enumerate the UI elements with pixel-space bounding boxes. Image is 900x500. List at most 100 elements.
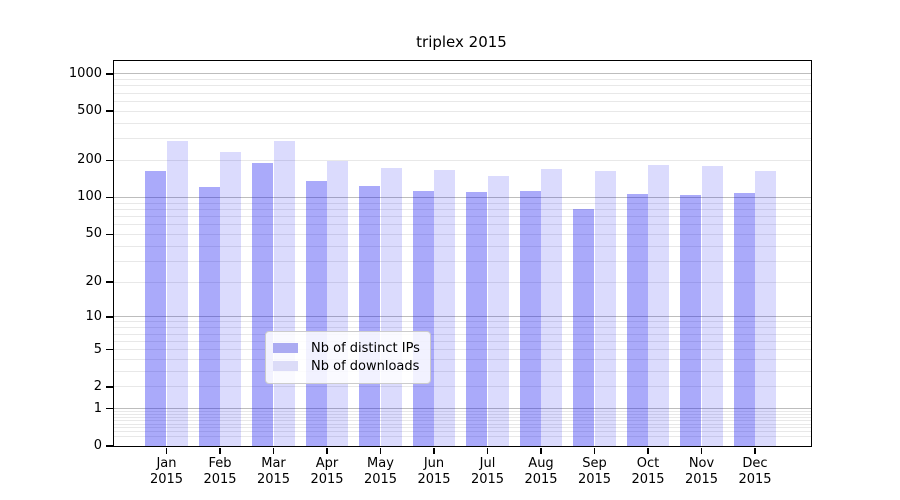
x-axis-tick — [700, 447, 703, 454]
x-axis-tick-label: Sep 2015 — [577, 456, 612, 487]
bar-distinct-ips-sep — [573, 208, 595, 446]
x-axis-tick-label: Mar 2015 — [256, 456, 291, 487]
gridline-minor — [114, 349, 811, 350]
gridline-major — [114, 408, 811, 410]
bar-downloads-dec — [755, 170, 777, 446]
y-axis-tick-label: 10 — [85, 308, 102, 324]
legend-item-distinct-ips: Nb of distinct IPs — [273, 340, 420, 356]
y-axis-tick — [106, 445, 113, 447]
y-axis-tick — [106, 316, 113, 318]
gridline-minor — [114, 85, 811, 87]
gridline-major — [114, 316, 811, 318]
y-axis-tick — [106, 348, 113, 351]
bar-downloads-apr — [327, 160, 349, 446]
bar-distinct-ips-jul — [466, 192, 488, 446]
y-axis-tick — [106, 233, 113, 235]
legend-label-downloads: Nb of downloads — [311, 358, 420, 374]
x-axis-tick-label: Apr 2015 — [310, 456, 344, 487]
gridline-minor — [114, 79, 811, 81]
gridline-minor — [114, 333, 811, 335]
gridline-minor — [114, 122, 811, 124]
y-axis-tick-label: 100 — [77, 189, 102, 205]
legend: Nb of distinct IPs Nb of downloads — [265, 331, 431, 384]
x-axis-tick-label: Jun 2015 — [417, 456, 451, 487]
x-axis-tick — [326, 447, 328, 454]
x-axis-tick — [272, 447, 275, 454]
legend-label-distinct-ips: Nb of distinct IPs — [311, 340, 420, 356]
bar-downloads-mar — [273, 141, 295, 446]
gridline-minor — [114, 358, 811, 360]
y-axis-tick-label: 5 — [93, 341, 102, 357]
bar-downloads-jul — [487, 175, 509, 446]
y-axis-tick-label: 500 — [77, 103, 102, 119]
bar-distinct-ips-oct — [626, 194, 648, 446]
gridline-minor — [114, 410, 811, 412]
gridline-minor — [114, 92, 811, 94]
bar-distinct-ips-feb — [198, 186, 220, 446]
gridline-minor — [114, 202, 811, 204]
y-axis-tick — [106, 407, 113, 410]
y-axis-tick-label: 2 — [93, 378, 102, 394]
gridline-minor — [114, 281, 811, 283]
gridline-minor — [114, 427, 811, 429]
y-axis-tick-label: 50 — [85, 226, 102, 242]
gridline-minor — [114, 100, 811, 102]
gridline-minor — [114, 224, 811, 226]
bar-distinct-ips-may — [359, 186, 381, 446]
bar-downloads-jun — [434, 170, 456, 446]
x-axis-tick-label: Nov 2015 — [684, 456, 719, 487]
x-axis-tick — [486, 447, 489, 454]
y-axis-tick-label: 20 — [85, 274, 102, 290]
legend-item-downloads: Nb of downloads — [273, 358, 420, 374]
bar-distinct-ips-dec — [733, 193, 755, 446]
bar-downloads-nov — [701, 166, 723, 446]
bar-downloads-oct — [648, 164, 670, 446]
bar-distinct-ips-jan — [145, 171, 167, 446]
gridline-minor — [114, 370, 811, 372]
bar-downloads-aug — [541, 169, 563, 446]
y-axis-tick — [106, 281, 113, 283]
y-axis-tick-label: 1000 — [68, 65, 102, 81]
bar-downloads-feb — [220, 151, 242, 446]
x-axis-tick — [379, 447, 382, 454]
gridline-minor — [114, 435, 811, 437]
x-axis-tick-label: May 2015 — [363, 456, 398, 487]
y-axis-tick — [106, 159, 113, 162]
x-axis-tick-label: Dec 2015 — [738, 456, 772, 487]
y-axis-tick-label: 1 — [93, 400, 102, 416]
gridline-minor — [114, 340, 811, 342]
x-axis-tick — [219, 447, 221, 454]
gridline-minor — [114, 420, 811, 422]
gridline-minor — [114, 159, 811, 161]
x-axis-tick-label: Jan 2015 — [149, 456, 184, 487]
gridline-major — [114, 196, 811, 198]
bar-downloads-sep — [594, 171, 616, 446]
gridline-minor — [114, 416, 811, 418]
bar-distinct-ips-mar — [252, 163, 274, 446]
gridline-minor — [114, 233, 811, 235]
chart-title: triplex 2015 — [416, 33, 507, 51]
gridline-minor — [114, 327, 811, 329]
bar-distinct-ips-jun — [412, 190, 434, 446]
gridline-minor — [114, 386, 811, 388]
gridline-major — [114, 73, 811, 75]
plot-area: 0 1 2 5 10 20 50 100 200 500 1000 Jan 2015 Feb 2015 Mar… — [69, 60, 812, 487]
gridline-minor — [114, 413, 811, 415]
x-axis-tick-label: Oct 2015 — [631, 456, 665, 487]
y-axis-tick — [106, 386, 113, 388]
bar-distinct-ips-aug — [519, 190, 541, 446]
x-axis-tick-label: Aug 2015 — [524, 456, 558, 487]
legend-swatch-distinct-ips — [273, 343, 298, 353]
y-axis-tick — [106, 73, 113, 75]
gridline-minor — [114, 423, 811, 425]
gridline-minor — [114, 431, 811, 433]
gridline-minor — [114, 321, 811, 323]
x-axis-tick — [647, 447, 649, 454]
x-axis-tick — [540, 447, 542, 454]
x-axis-tick — [593, 447, 596, 454]
bar-distinct-ips-nov — [680, 195, 702, 446]
bar-distinct-ips-apr — [305, 181, 327, 446]
x-axis-tick-label: Feb 2015 — [203, 456, 237, 487]
gridline-minor — [114, 245, 811, 247]
